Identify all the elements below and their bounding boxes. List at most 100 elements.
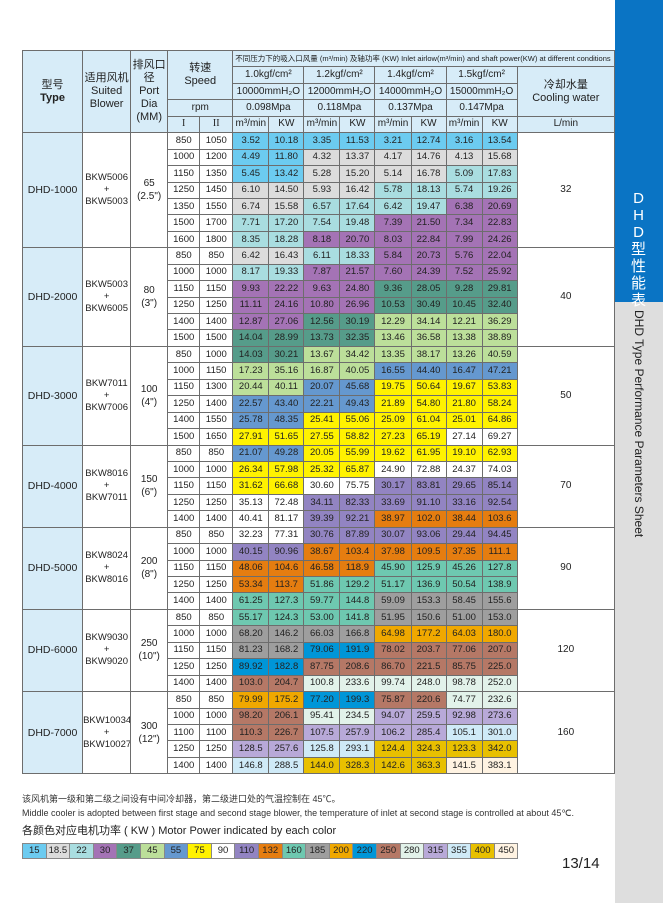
rpm-stage-1: 1000 (167, 148, 201, 167)
airflow-value: 128.5 (232, 740, 270, 758)
table-row: DHD-7000 BKW10034 + BKW10027 300 (12") 850 85… (21, 691, 616, 775)
legend-swatch: 185 (306, 844, 330, 858)
note-cn: 该风机第一级和第二级之间设有中间冷却器，第二级进口处的气温控制在 45℃。 (22, 794, 341, 804)
airflow-value: 17.23 (232, 362, 270, 380)
rpm-stage-2: 1250 (199, 575, 234, 594)
shaft-power-value: 199.3 (339, 691, 376, 709)
port-inch: (2.5") (137, 191, 162, 203)
shaft-power-value: 66.68 (268, 477, 305, 495)
model-type: DHD-3000 (21, 345, 84, 446)
rpm-stage-2: 1150 (199, 280, 234, 298)
airflow-value: 8.03 (374, 230, 412, 249)
port-inch: (12") (138, 733, 160, 745)
table-row: 1000 1150 17.23 35.16 16.87 40.05 16.55 44.40 16… (23, 362, 615, 380)
airflow-value: 25.41 (303, 411, 341, 430)
shaft-power-value: 85.14 (481, 477, 518, 495)
shaft-power-value: 102.0 (410, 510, 447, 528)
shaft-power-value: 57.98 (268, 460, 305, 479)
shaft-power-value: 109.5 (410, 543, 447, 561)
header-speed: 转速 Speed (167, 49, 234, 101)
shaft-power-value: 20.73 (410, 247, 447, 265)
rpm-stage-1: 850 (167, 132, 201, 150)
rpm-stage-2: 1350 (199, 165, 234, 183)
airflow-value: 31.62 (232, 477, 270, 495)
airflow-value: 3.52 (232, 132, 270, 150)
shaft-power-value: 82.33 (339, 493, 376, 512)
airflow-value: 5.09 (445, 165, 483, 183)
legend-swatch: 90 (211, 844, 236, 858)
shaft-power-value: 225.0 (481, 658, 518, 676)
airflow-value: 30.17 (374, 477, 412, 495)
shaft-power-value: 55.99 (339, 444, 376, 462)
airflow-value: 33.16 (445, 493, 483, 512)
airflow-value: 94.07 (374, 707, 412, 725)
legend-swatch: 22 (70, 844, 94, 858)
shaft-power-value: 14.76 (410, 148, 447, 167)
shaft-power-value: 19.48 (339, 214, 376, 232)
airflow-value: 25.01 (445, 411, 483, 430)
port-diameter: 100 (4") (130, 345, 169, 446)
airflow-value: 21.07 (232, 444, 270, 462)
airflow-value: 16.55 (374, 362, 412, 380)
port-diameter: 150 (6") (130, 444, 169, 528)
rpm-stage-1: 1000 (167, 460, 201, 479)
rpm-stage-2: 1550 (199, 411, 234, 430)
shaft-power-value: 136.9 (410, 575, 447, 594)
airflow-value: 6.11 (303, 247, 341, 265)
airflow-value: 13.67 (303, 345, 341, 364)
legend-swatch: 400 (471, 844, 495, 858)
shaft-power-value: 48.35 (268, 411, 305, 430)
pressure-mmh2o: 15000mmH₂O (445, 82, 518, 101)
shaft-power-value: 58.82 (339, 428, 376, 446)
airflow-value: 6.38 (445, 197, 483, 216)
shaft-power-value: 22.84 (410, 230, 447, 249)
port-inch: (8") (141, 569, 158, 581)
airflow-value: 4.49 (232, 148, 270, 167)
airflow-value: 38.67 (303, 543, 341, 561)
rpm-stage-2: 1450 (199, 181, 234, 199)
airflow-value: 20.07 (303, 378, 341, 397)
cooling-water: 70 (516, 444, 616, 528)
rpm-stage-2: 1150 (199, 362, 234, 380)
rpm-stage-1: 1400 (167, 674, 201, 693)
shaft-power-value: 87.89 (339, 526, 376, 545)
shaft-power-value: 111.1 (481, 543, 518, 561)
airflow-value: 107.5 (303, 723, 341, 742)
rpm-stage-2: 1400 (199, 756, 234, 775)
model-type: DHD-7000 (21, 691, 84, 775)
airflow-value: 13.35 (374, 345, 412, 364)
shaft-power-value: 150.6 (410, 608, 447, 627)
rpm-stage-1: 1250 (167, 493, 201, 512)
blower-stage-1: BKW7011 (85, 377, 128, 389)
rpm-stage-2: 1400 (199, 592, 234, 610)
rpm-stage-2: 1400 (199, 312, 234, 331)
airflow-value: 124.4 (374, 740, 412, 758)
plus-sign: + (103, 184, 110, 196)
rpm-stage-1: 850 (167, 608, 201, 627)
airflow-value: 19.75 (374, 378, 412, 397)
rpm-stage-1: 1400 (167, 592, 201, 610)
shaft-power-value: 141.8 (339, 608, 376, 627)
rpm-stage-1: 850 (167, 345, 201, 364)
sidebar-char: D (633, 190, 645, 207)
rpm-stage-1: 850 (167, 247, 201, 265)
shaft-power-value: 30.49 (410, 296, 447, 315)
legend-swatch: 45 (140, 844, 165, 858)
sidebar-char: 型 (630, 241, 647, 258)
sidebar-char: 能 (630, 275, 647, 292)
airflow-value: 79.06 (303, 641, 341, 660)
shaft-power-value: 40.11 (268, 378, 305, 397)
rpm-stage-1: 850 (167, 691, 201, 709)
rpm-stage-1: 850 (167, 526, 201, 545)
shaft-power-value: 74.03 (481, 460, 518, 479)
shaft-power-value: 11.53 (339, 132, 376, 150)
shaft-power-value: 45.68 (339, 378, 376, 397)
airflow-value: 7.34 (445, 214, 483, 232)
table-row: 1600 1800 8.35 18.28 8.18 20.70 8.03 22.84 7.99 2… (23, 230, 615, 249)
rpm-stage-1: 1250 (167, 658, 201, 676)
airflow-value: 34.11 (303, 493, 341, 512)
rpm-stage-1: 1400 (167, 312, 201, 331)
rpm-stage-1: 1250 (167, 181, 201, 199)
sidebar-title-en: DHD Type Performance Parameters Sheet (632, 310, 646, 538)
table-row: 1150 1150 48.06 104.6 46.58 118.9 45.90 125.9 45… (23, 559, 615, 578)
